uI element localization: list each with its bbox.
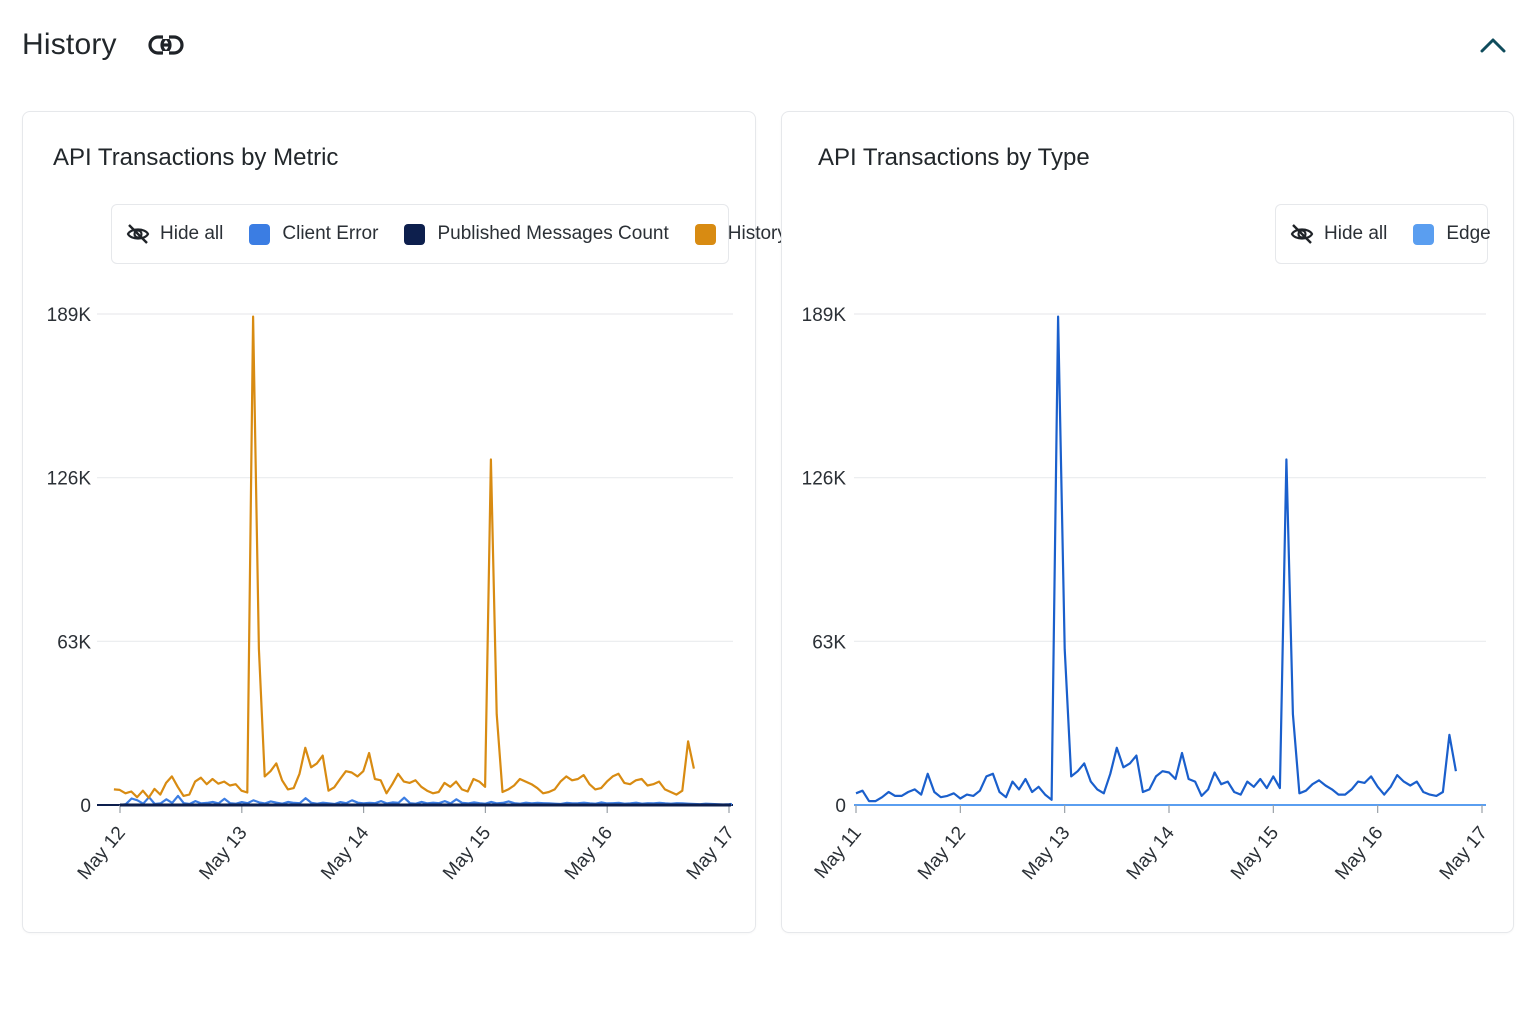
chevron-up-icon — [1480, 38, 1506, 53]
legend-hide-all-label: Hide all — [1324, 223, 1388, 244]
x-tick-label: May 15 — [1227, 823, 1283, 884]
legend-label: Client Error — [282, 223, 379, 244]
x-tick-label: May 12 — [914, 823, 970, 884]
y-tick-label: 189K — [47, 305, 92, 326]
y-tick-label: 126K — [47, 469, 92, 490]
x-tick-label: May 16 — [561, 823, 617, 884]
legend-item-edge[interactable]: Edge — [1413, 223, 1491, 245]
chart-title: API Transactions by Type — [818, 144, 1090, 171]
collapse-section-button[interactable] — [1476, 28, 1510, 62]
series-line-client-error — [119, 794, 733, 807]
x-tick-label: May 17 — [1436, 823, 1492, 884]
x-tick-label: May 13 — [1018, 823, 1074, 884]
series-line-history — [113, 315, 695, 799]
legend-hide-all[interactable]: Hide all — [1290, 222, 1387, 246]
legend-item-published-messages-count[interactable]: Published Messages Count — [404, 223, 669, 245]
legend-swatch — [249, 223, 271, 245]
section-header: History — [22, 22, 185, 68]
chart-card-type: API Transactions by Type Hide all Edge 0… — [781, 111, 1514, 933]
eye-off-icon — [126, 222, 150, 246]
y-tick-label: 189K — [802, 305, 847, 326]
legend-item-history[interactable]: History — [694, 223, 787, 245]
x-tick-label: May 13 — [195, 823, 251, 884]
y-tick-label: 0 — [835, 796, 846, 817]
legend-swatch — [694, 223, 716, 245]
y-tick-label: 0 — [80, 796, 91, 817]
chart-legend: Hide all Edge — [1275, 204, 1491, 264]
x-tick-label: May 14 — [317, 822, 373, 884]
chart-title: API Transactions by Metric — [53, 144, 339, 171]
link-icon[interactable] — [147, 26, 185, 64]
y-tick-label: 63K — [57, 632, 91, 653]
legend-item-client-error[interactable]: Client Error — [249, 223, 378, 245]
legend-label: History — [727, 223, 787, 244]
legend-swatch — [1413, 223, 1435, 245]
x-tick-label: May 15 — [439, 823, 495, 884]
chart-plot-type: 0 63K 126K 189K May 11 May 12 May 13 May 14 May … — [802, 305, 1492, 884]
legend-swatch — [404, 223, 426, 245]
legend-label: Edge — [1446, 223, 1491, 244]
y-tick-label: 63K — [812, 632, 846, 653]
chart-legend: Hide all Client Error Published Messages… — [111, 204, 787, 264]
legend-hide-all[interactable]: Hide all — [126, 222, 223, 246]
series-line-edge — [855, 315, 1457, 803]
chart-card-metric: API Transactions by Metric Hide all Clie… — [22, 111, 787, 933]
legend-hide-all-label: Hide all — [160, 223, 224, 244]
eye-off-icon — [1290, 222, 1314, 246]
legend-label: Published Messages Count — [437, 223, 669, 244]
x-tick-label: May 11 — [811, 823, 866, 883]
x-tick-label: May 14 — [1123, 822, 1179, 884]
x-tick-label: May 16 — [1331, 823, 1387, 884]
page-title: History — [22, 28, 117, 61]
x-tick-label: May 12 — [74, 823, 130, 884]
chart-plot-metric: 0 63K 126K 189K May 12 May 13 May 14 May 15 May … — [47, 305, 739, 884]
y-tick-label: 126K — [802, 469, 847, 490]
x-tick-label: May 17 — [683, 823, 739, 884]
